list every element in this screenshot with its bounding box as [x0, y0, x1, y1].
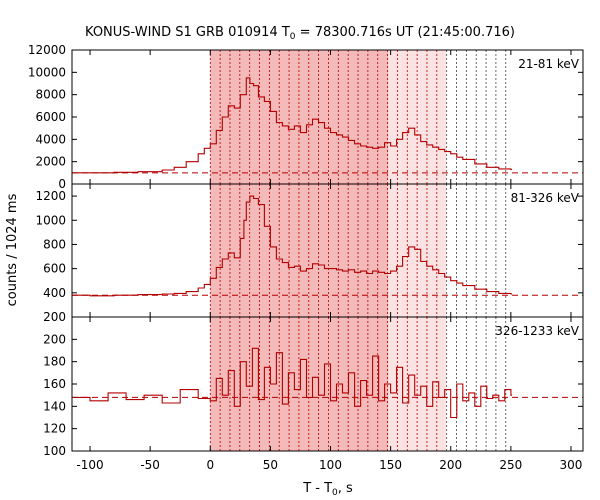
panel-1: 0 2000 4000 6000 8000 10000 12000 21-81 keV: [28, 43, 584, 191]
y-tick-label: 160: [43, 377, 66, 391]
y-axis-label: counts / 1024 ms: [5, 193, 20, 306]
y-tick-label: 1200: [35, 189, 66, 203]
y-tick-label: 100: [43, 444, 66, 458]
light-curve-series: [72, 77, 513, 174]
y-tick-label: 600: [43, 262, 66, 276]
y-tick-label: 6000: [35, 110, 66, 124]
y-tick-label: 4000: [35, 132, 66, 146]
y-tick-label: 400: [43, 286, 66, 300]
light-curve-series: [72, 347, 513, 419]
chart-title: KONUS-WIND S1 GRB 010914 T0 = 78300.716s…: [85, 25, 515, 42]
energy-band-label: 81-326 keV: [511, 191, 580, 205]
chart-title-subscript: 0: [290, 32, 296, 42]
x-tick-label: 250: [499, 458, 522, 472]
y-tick-label: 0: [58, 177, 66, 191]
x-tick-label: 150: [379, 458, 402, 472]
x-axis-label: T - T0, s: [302, 481, 353, 498]
y-tick-label: 12000: [28, 43, 66, 57]
y-tick-label: 2000: [35, 155, 66, 169]
y-tick-label: 180: [43, 355, 66, 369]
y-tick-label: 1000: [35, 213, 66, 227]
x-tick-label: 100: [319, 458, 342, 472]
y-tick-label: 10000: [28, 65, 66, 79]
x-tick-label: 0: [206, 458, 214, 472]
x-axis-label-subscript: 0: [332, 488, 338, 498]
x-tick-label: 300: [560, 458, 583, 472]
panel-3: 100 120 140 160 180 200 -100 -50 0 50 100 150 200 250…: [43, 316, 584, 472]
energy-band-label: 326-1233 keV: [495, 324, 579, 338]
y-tick-label: 8000: [35, 88, 66, 102]
x-tick-label: -100: [76, 458, 103, 472]
x-tick-label: 200: [439, 458, 462, 472]
y-tick-label: 800: [43, 237, 66, 251]
light-curve-series: [72, 195, 513, 297]
x-tick-label: -50: [140, 458, 160, 472]
x-tick-label: 50: [263, 458, 278, 472]
energy-band-label: 21-81 keV: [518, 57, 580, 71]
y-tick-label: 200: [43, 332, 66, 346]
y-tick-label: 140: [43, 399, 66, 413]
y-tick-label: 120: [43, 422, 66, 436]
panel-2: 200 400 600 800 1000 1200 81-326 keV: [35, 183, 584, 324]
y-tick-label: 200: [43, 310, 66, 324]
shade-dark-region: [210, 50, 389, 184]
